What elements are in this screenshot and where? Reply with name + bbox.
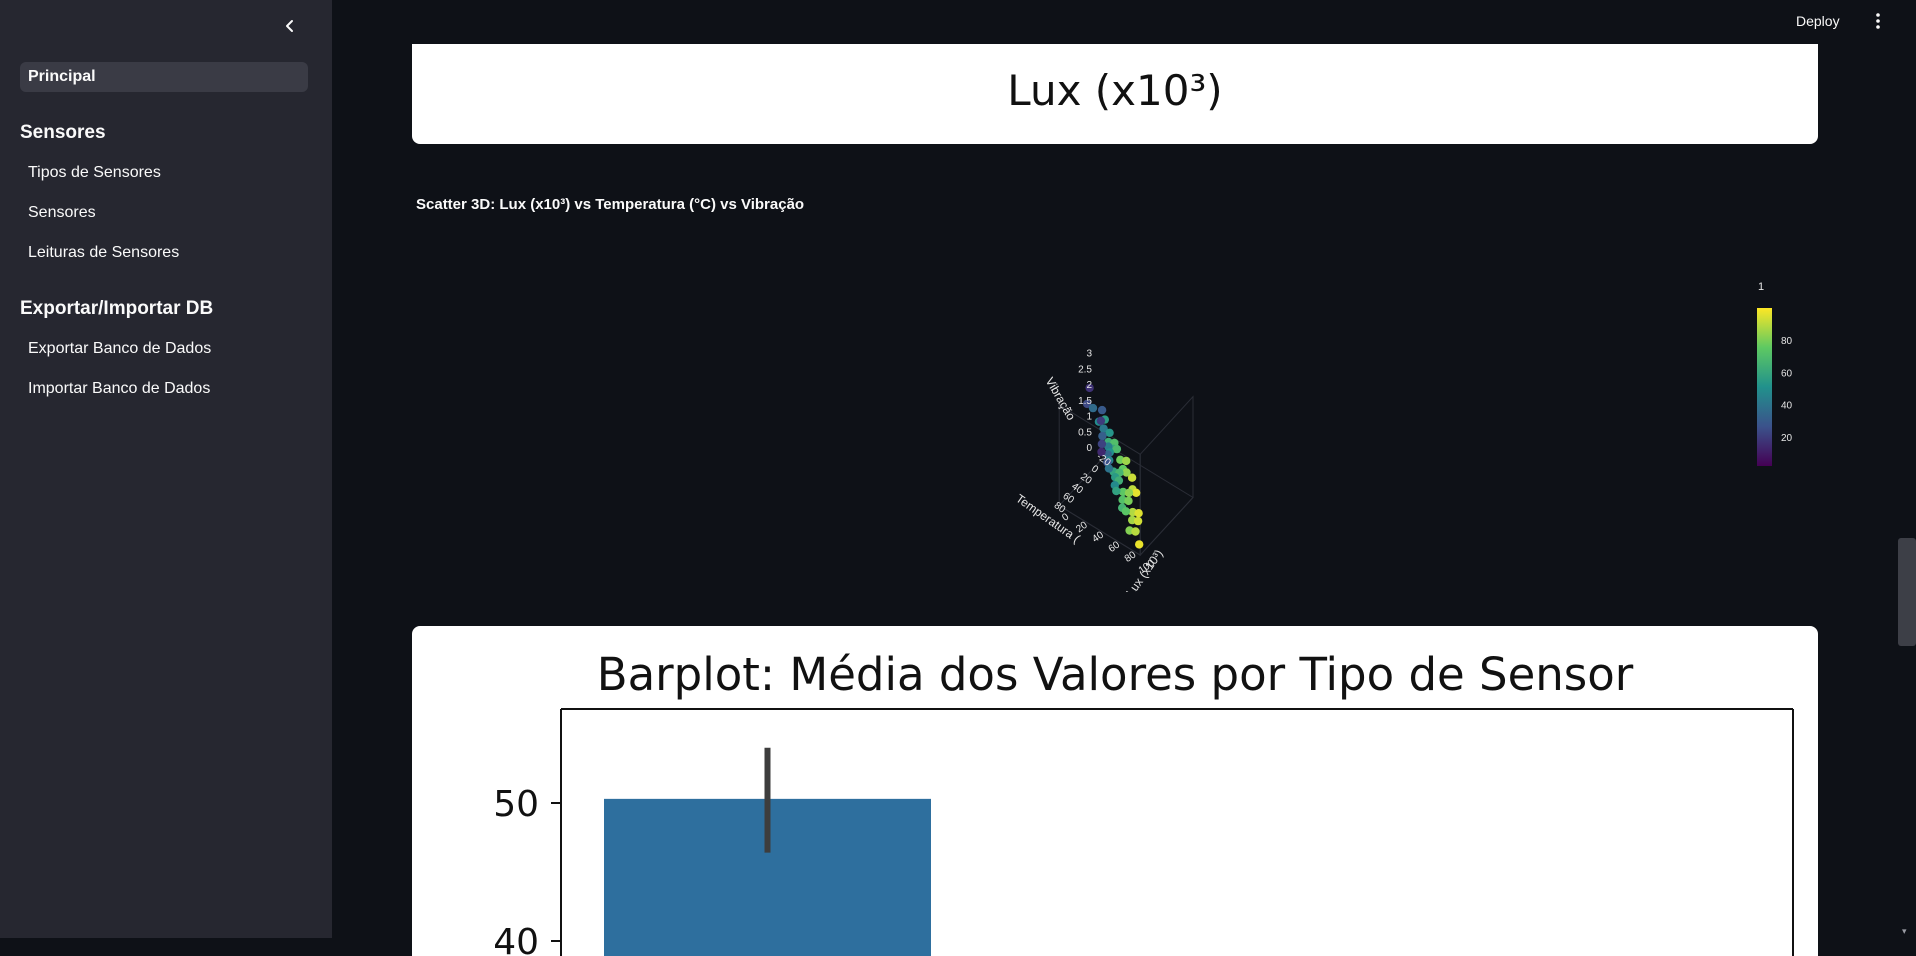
colorbar (1757, 308, 1772, 466)
scatter-z-tick: 3 (1086, 349, 1092, 360)
scatter-point[interactable] (1112, 486, 1121, 496)
sidebar-heading-exportar-importar: Exportar/Importar DB (20, 298, 214, 319)
scatter-point[interactable] (1124, 488, 1134, 498)
colorbar-tick: 80 (1781, 336, 1793, 347)
scatter-z-tick: 1.5 (1078, 396, 1092, 407)
scatter-title: Scatter 3D: Lux (x10³) vs Temperatura (°… (416, 196, 805, 213)
colorbar-tick: 40 (1781, 401, 1793, 412)
scatter-point[interactable] (1122, 456, 1131, 466)
scatter-3d-svg[interactable]: 00.511.522.53-20020406080020406080100Vib… (412, 228, 1818, 599)
scatter-point[interactable] (1104, 464, 1114, 473)
colorbar-tick: 20 (1781, 433, 1793, 444)
barplot-chart-card: Barplot: Média dos Valores por Tipo de S… (412, 626, 1818, 956)
barplot-svg: 40 50 (493, 708, 1794, 956)
scatter-point[interactable] (1097, 447, 1106, 457)
scatter-z-tick: 2.5 (1078, 364, 1092, 375)
scatter-x-tick: 60 (1107, 539, 1123, 555)
scatter-point[interactable] (1131, 527, 1140, 536)
colorbar-title: 1 (1758, 281, 1764, 293)
sidebar-item-tipos-de-sensores[interactable]: Tipos de Sensores (28, 164, 161, 181)
scatter-back-grid (1058, 403, 1141, 556)
chevron-left-icon (286, 20, 293, 32)
sidebar-item-leituras-de-sensores[interactable]: Leituras de Sensores (28, 244, 180, 261)
scroll-down-icon[interactable]: ▾ (1902, 926, 1907, 936)
scatter-x-tick: 80 (1123, 549, 1139, 565)
scatter-point[interactable] (1098, 431, 1107, 441)
scatter-z-axis-title: Vibração (1043, 375, 1079, 423)
scatter-y-tick: 0 (1089, 463, 1100, 475)
scatter-point[interactable] (1085, 383, 1094, 393)
scatter-point[interactable] (1127, 473, 1137, 482)
collapse-sidebar-button[interactable] (278, 14, 302, 38)
sidebar: Principal Sensores Tipos de Sensores Sen… (0, 0, 332, 938)
scatter-point[interactable] (1097, 439, 1107, 449)
scatter-point[interactable] (1096, 416, 1106, 425)
scatter-point[interactable] (1082, 399, 1092, 409)
sidebar-heading-sensores: Sensores (20, 122, 106, 143)
sidebar-item-importar-banco[interactable]: Importar Banco de Dados (28, 380, 211, 397)
barplot-title: Barplot: Média dos Valores por Tipo de S… (596, 648, 1634, 701)
sidebar-item-principal[interactable]: Principal (20, 62, 308, 92)
scatter-point[interactable] (1112, 444, 1122, 454)
scatter-point[interactable] (1097, 405, 1107, 415)
scatter-3d-plot[interactable]: 0 0.5 1 1.5 2 2.5 3 -20 0 20 40 60 80 0 20 40 60 80 100 Vib… (412, 228, 1818, 599)
scatter-z-tick: 0.5 (1078, 427, 1092, 438)
more-vertical-icon (1876, 13, 1880, 29)
scatter-point[interactable] (1105, 428, 1114, 437)
main-menu-button[interactable] (1866, 10, 1890, 32)
sidebar-item-exportar-banco[interactable]: Exportar Banco de Dados (28, 340, 212, 357)
histogram-chart-card: Lux (x10³) (412, 44, 1818, 144)
deploy-button[interactable]: Deploy (1796, 13, 1840, 29)
scatter-point[interactable] (1088, 403, 1098, 413)
colorbar-tick: 60 (1781, 368, 1793, 379)
scatter-point[interactable] (1124, 496, 1133, 506)
scatter-point[interactable] (1134, 509, 1143, 518)
scatter-point[interactable] (1135, 540, 1144, 549)
sidebar-item-sensores[interactable]: Sensores (28, 204, 96, 221)
top-chart-xlabel: Lux (x10³) (1007, 66, 1223, 115)
scatter-point[interactable] (1122, 468, 1131, 477)
scatter-point[interactable] (1121, 507, 1131, 516)
scatter-wall-grid (1139, 395, 1194, 557)
scatter-x-tick: 40 (1090, 529, 1106, 545)
scrollbar-thumb[interactable] (1898, 538, 1916, 646)
scatter-x-tick: 0 (1060, 511, 1071, 523)
scatter-point[interactable] (1132, 488, 1141, 497)
scatter-point[interactable] (1133, 516, 1143, 526)
bar-y-tick-label: 40 (493, 922, 539, 956)
scatter-z-tick: 2 (1086, 380, 1092, 391)
scatter-point[interactable] (1099, 424, 1108, 433)
scatter-z-tick: 1 (1086, 412, 1092, 423)
scatter-z-tick: 0 (1086, 443, 1092, 454)
bar-y-tick-label: 50 (493, 784, 539, 825)
